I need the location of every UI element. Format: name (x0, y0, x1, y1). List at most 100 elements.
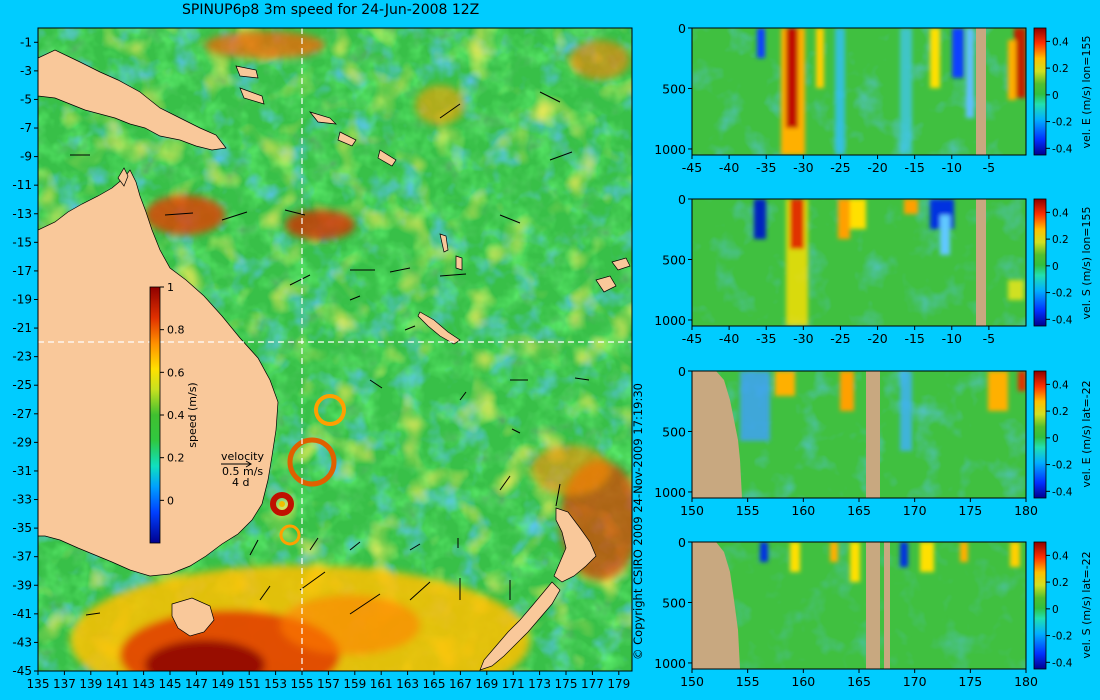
section-x-tick-label: -40 (719, 331, 739, 346)
map-field (38, 28, 632, 671)
section-x-tick-label: -30 (793, 331, 813, 346)
section-colorbar-tick-label: 0 (1052, 90, 1059, 102)
map-x-tick-label: 153 (264, 677, 287, 691)
section-4-colorbar-label: vel. S (m/s) lat=-22 (1080, 551, 1093, 658)
section-3-y-axis: 0 500 1000 (654, 364, 692, 500)
section-x-tick-label: -5 (983, 160, 995, 175)
map-y-tick-label: -21 (12, 321, 32, 335)
map-colorbar-tick-label: 0.6 (167, 366, 185, 379)
section-1-y-axis: 0 500 1000 (654, 21, 692, 157)
velocity-arrows (70, 91, 590, 616)
map-x-tick-label: 143 (132, 677, 155, 691)
section-3-field (692, 371, 1026, 498)
section-colorbar-tick-label: 0.4 (1052, 550, 1069, 562)
map-x-axis: 135 137 139 141 143 145 147 149 151 153 155 157 159 1… (27, 671, 630, 691)
section-y-tick-label: 500 (662, 595, 686, 610)
section-colorbar-tick-label: 0 (1052, 261, 1059, 273)
map-x-tick-label: 137 (53, 677, 76, 691)
section-x-tick-label: -10 (942, 331, 962, 346)
page-title: SPINUP6p8 3m speed for 24-Jun-2008 12Z (182, 2, 480, 18)
section-colorbar-tick-label: 0.4 (1052, 379, 1069, 391)
map-y-tick-label: -11 (12, 178, 32, 192)
section-colorbar-tick-label: 0 (1052, 433, 1059, 445)
section-x-tick-label: 150 (680, 674, 704, 689)
section-x-tick-label: -35 (756, 160, 776, 175)
section-panel-4: 150 155 160 165 170 175 180 0 500 1000 0.4 0.2 0 -0… (654, 535, 1093, 689)
map-colorbar-tick-label: 1 (167, 281, 174, 294)
map-y-tick-label: -37 (12, 550, 32, 564)
section-x-tick-label: -25 (830, 331, 850, 346)
section-x-tick-label: 155 (736, 503, 760, 518)
map-y-tick-label: -25 (12, 378, 32, 392)
map-y-tick-label: -7 (20, 121, 32, 135)
section-x-tick-label: 160 (791, 674, 815, 689)
section-x-tick-label: -40 (719, 160, 739, 175)
section-2-field (692, 199, 1026, 326)
section-colorbar-tick-label: -0.4 (1052, 314, 1073, 326)
section-3-colorbar: 0.4 0.2 0 -0.2 -0.4 vel. E (m/s) lat=-22 (1033, 370, 1093, 499)
section-x-tick-label: 165 (847, 503, 871, 518)
map-y-tick-label: -29 (12, 435, 32, 449)
section-colorbar-tick-label: -0.2 (1052, 631, 1073, 643)
section-x-tick-label: 170 (903, 503, 927, 518)
section-1-colorbar: 0.4 0.2 0 -0.2 -0.4 vel. E (m/s) lon=155 (1033, 27, 1093, 156)
section-x-tick-label: 165 (847, 674, 871, 689)
map-colorbar-tick-label: 0.2 (167, 452, 185, 465)
map-y-tick-label: -31 (12, 464, 32, 478)
map-y-tick-label: -39 (12, 578, 32, 592)
section-x-tick-label: 180 (1014, 503, 1038, 518)
section-2-colorbar-label: vel. S (m/s) lon=155 (1080, 206, 1093, 319)
section-4-x-axis: 150 155 160 165 170 175 180 (680, 669, 1038, 689)
map-y-tick-label: -1 (20, 35, 32, 49)
map-y-tick-label: -35 (12, 521, 32, 535)
section-x-tick-label: -35 (756, 331, 776, 346)
section-colorbar-tick-label: -0.2 (1052, 288, 1073, 300)
section-x-tick-label: 175 (958, 503, 982, 518)
velocity-key-label: velocity (221, 450, 264, 463)
map-colorbar-tick-label: 0.8 (167, 324, 185, 337)
section-y-tick-label: 0 (678, 21, 686, 36)
section-x-tick-label: -15 (904, 160, 924, 175)
map-y-tick-label: -19 (12, 292, 32, 306)
section-colorbar-tick-label: 0 (1052, 604, 1059, 616)
map-x-tick-label: 139 (79, 677, 102, 691)
map-y-tick-label: -33 (12, 493, 32, 507)
section-y-tick-label: 1000 (654, 485, 686, 500)
section-y-tick-label: 1000 (654, 656, 686, 671)
map-x-tick-label: 175 (555, 677, 578, 691)
map-x-tick-label: 167 (449, 677, 472, 691)
velocity-key: velocity 0.5 m/s 4 d (221, 450, 264, 489)
map-colorbar-ticks: 1 0.8 0.6 0.4 0.2 0 (160, 281, 185, 507)
section-x-tick-label: 155 (736, 674, 760, 689)
eddies (270, 394, 346, 546)
map-y-tick-label: -17 (12, 264, 32, 278)
section-y-tick-label: 0 (678, 535, 686, 550)
section-colorbar-tick-label: -0.2 (1052, 460, 1073, 472)
section-x-tick-label: -25 (830, 160, 850, 175)
map-y-tick-label: -15 (12, 235, 32, 249)
section-colorbar-tick-label: 0.2 (1052, 63, 1069, 75)
section-x-tick-label: -10 (942, 160, 962, 175)
map-y-tick-label: -27 (12, 407, 32, 421)
section-x-tick-label: -20 (867, 160, 887, 175)
section-1-field (692, 28, 1026, 155)
velocity-key-duration: 4 d (232, 476, 249, 489)
section-y-tick-label: 0 (678, 192, 686, 207)
section-y-tick-label: 500 (662, 81, 686, 96)
velocity-key-scale: 0.5 m/s (222, 465, 263, 478)
section-x-tick-label: -20 (867, 331, 887, 346)
map-x-tick-label: 159 (343, 677, 366, 691)
section-colorbar-tick-label: -0.4 (1052, 486, 1073, 498)
map-x-tick-label: 149 (211, 677, 234, 691)
map-x-tick-label: 179 (607, 677, 630, 691)
section-x-tick-label: -15 (904, 331, 924, 346)
map-x-tick-label: 135 (27, 677, 50, 691)
map-x-tick-label: 173 (528, 677, 551, 691)
section-y-tick-label: 1000 (654, 313, 686, 328)
section-4-field (692, 542, 1026, 669)
section-colorbar-tick-label: 0.2 (1052, 234, 1069, 246)
map-x-tick-label: 157 (317, 677, 340, 691)
